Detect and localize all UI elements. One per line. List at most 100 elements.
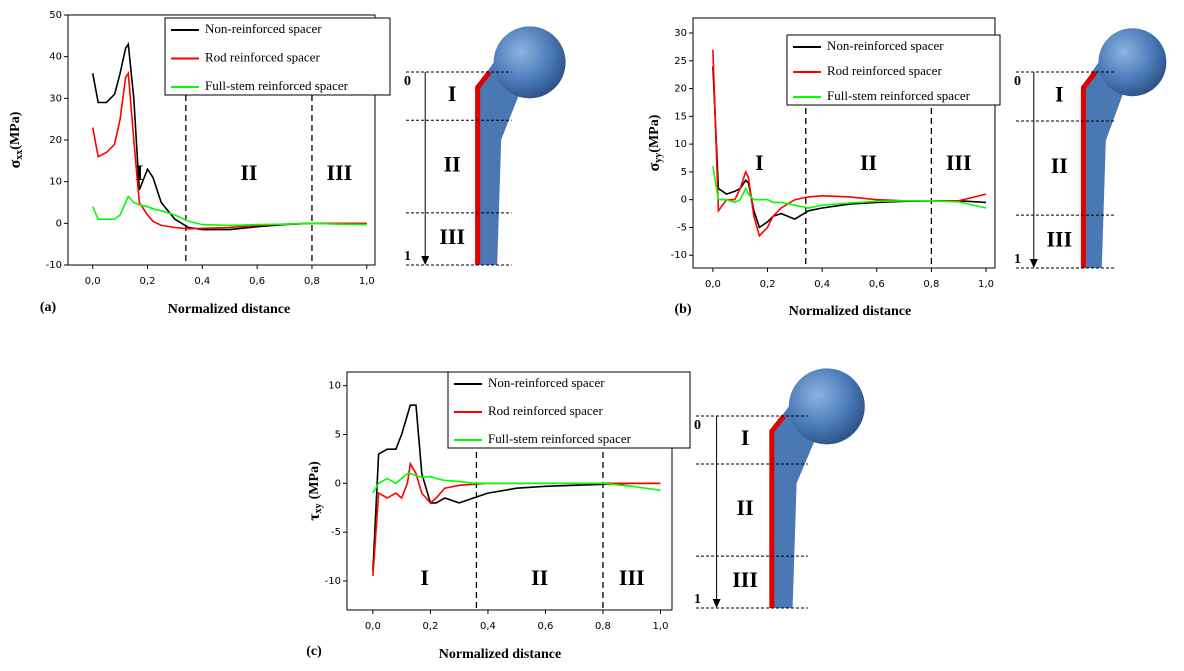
y-label-subscript: xx <box>14 150 25 160</box>
x-axis-label: Normalized distance <box>168 302 290 317</box>
legend-label: Non-reinforced spacer <box>827 38 944 53</box>
region-label: I <box>420 565 429 590</box>
legend-label: Non-reinforced spacer <box>488 375 605 390</box>
diagram-start: 0 <box>1014 74 1021 89</box>
x-tick-label: 0,6 <box>537 621 553 632</box>
diagram-end: 1 <box>694 592 701 607</box>
diagram-region: III <box>1046 227 1072 252</box>
y-tick-label: 20 <box>49 135 62 146</box>
reinforcement <box>769 414 786 608</box>
diagram-region: III <box>732 567 758 592</box>
region-label: II <box>531 565 548 590</box>
series-line <box>91 194 367 227</box>
x-tick-label: 0,0 <box>705 279 721 290</box>
y-tick-label: -10 <box>671 250 687 261</box>
x-tick-label: 0,8 <box>304 276 320 287</box>
reinforcement <box>1080 70 1098 268</box>
series-line <box>372 472 661 494</box>
femur-head <box>1098 28 1167 97</box>
region-label: III <box>327 160 353 185</box>
y-tick-label: 10 <box>49 177 62 188</box>
reinforcement <box>475 70 492 265</box>
diagram-region: II <box>737 495 754 520</box>
diagram-region: I <box>741 425 750 450</box>
panel-label: (a) <box>40 300 57 315</box>
y-label-symbol: σ <box>7 159 24 168</box>
femur-stem <box>1081 52 1133 269</box>
x-tick-label: 0,8 <box>923 279 939 290</box>
y-label-subscript: yy <box>653 153 664 163</box>
y-tick-label: 30 <box>49 93 62 104</box>
x-tick-label: 1,0 <box>978 279 994 290</box>
femur-stem <box>769 396 827 608</box>
legend-label: Full-stem reinforced spacer <box>827 88 971 103</box>
y-tick-label: 5 <box>335 430 341 441</box>
x-tick-label: 0,4 <box>194 276 210 287</box>
y-tick-label: 10 <box>328 381 341 392</box>
series-line <box>372 461 661 577</box>
y-tick-label: 0 <box>56 218 62 229</box>
diagram-region: I <box>1055 82 1064 107</box>
x-tick-label: 0,4 <box>814 279 830 290</box>
legend-box <box>164 17 391 96</box>
arrow-head <box>1029 259 1038 268</box>
legend-box <box>786 34 1001 106</box>
y-tick-label: 50 <box>49 10 62 21</box>
arrow-head <box>712 599 721 608</box>
x-tick-label: 1,0 <box>653 621 669 632</box>
x-tick-label: 0,0 <box>85 276 101 287</box>
x-tick-label: 0,2 <box>422 621 438 632</box>
y-tick-label: -10 <box>46 260 62 271</box>
y-label-symbol: σ <box>646 162 663 171</box>
region-label: III <box>946 150 972 175</box>
diagram-region: I <box>448 81 457 106</box>
x-tick-label: 0,6 <box>249 276 265 287</box>
y-tick-label: 0 <box>335 478 341 489</box>
femur-head <box>788 368 865 445</box>
diagram-region: II <box>444 152 461 177</box>
x-axis-label: Normalized distance <box>439 647 561 662</box>
y-tick-label: -5 <box>677 222 687 233</box>
diagram-start: 0 <box>404 74 411 89</box>
legend-label: Rod reinforced spacer <box>827 63 942 78</box>
y-label-unit: (MPa) <box>8 111 23 149</box>
y-label-unit: (MPa) <box>307 461 322 499</box>
panel-label: (c) <box>306 644 322 659</box>
y-tick-label: -10 <box>325 576 341 587</box>
x-tick-label: 0,2 <box>760 279 776 290</box>
y-label-symbol: τ <box>306 513 323 521</box>
femur-head <box>493 26 566 99</box>
legend-label: Non-reinforced spacer <box>205 21 322 36</box>
diagram-region: II <box>1051 153 1068 178</box>
y-tick-label: 5 <box>681 167 687 178</box>
region-label: II <box>860 150 877 175</box>
legend-label: Rod reinforced spacer <box>488 403 603 418</box>
x-axis-label: Normalized distance <box>789 304 911 319</box>
panel-label: (b) <box>674 302 691 317</box>
x-tick-label: 0,6 <box>869 279 885 290</box>
y-tick-label: 15 <box>674 111 687 122</box>
x-tick-label: 0,4 <box>480 621 496 632</box>
diagram-end: 1 <box>1014 252 1021 267</box>
y-tick-label: 20 <box>674 84 687 95</box>
legend-box <box>447 371 691 449</box>
x-tick-label: 0,8 <box>595 621 611 632</box>
legend-label: Full-stem reinforced spacer <box>205 78 349 93</box>
y-tick-label: 40 <box>49 52 62 63</box>
x-tick-label: 1,0 <box>359 276 375 287</box>
arrow-head <box>421 256 430 265</box>
y-label-subscript: xy <box>313 503 324 513</box>
region-label: III <box>619 565 645 590</box>
region-label: II <box>240 160 257 185</box>
region-label: I <box>755 150 764 175</box>
plot-frame <box>692 17 996 269</box>
diagram-region: III <box>439 224 465 249</box>
y-tick-label: 10 <box>674 139 687 150</box>
y-axis-label: σyy(MPa) <box>646 114 665 171</box>
legend-label: Rod reinforced spacer <box>205 49 320 64</box>
diagram-end: 1 <box>404 249 411 264</box>
y-tick-label: 25 <box>674 56 687 67</box>
legend-label: Full-stem reinforced spacer <box>488 431 632 446</box>
y-axis-label: τxy (MPa) <box>306 461 325 521</box>
